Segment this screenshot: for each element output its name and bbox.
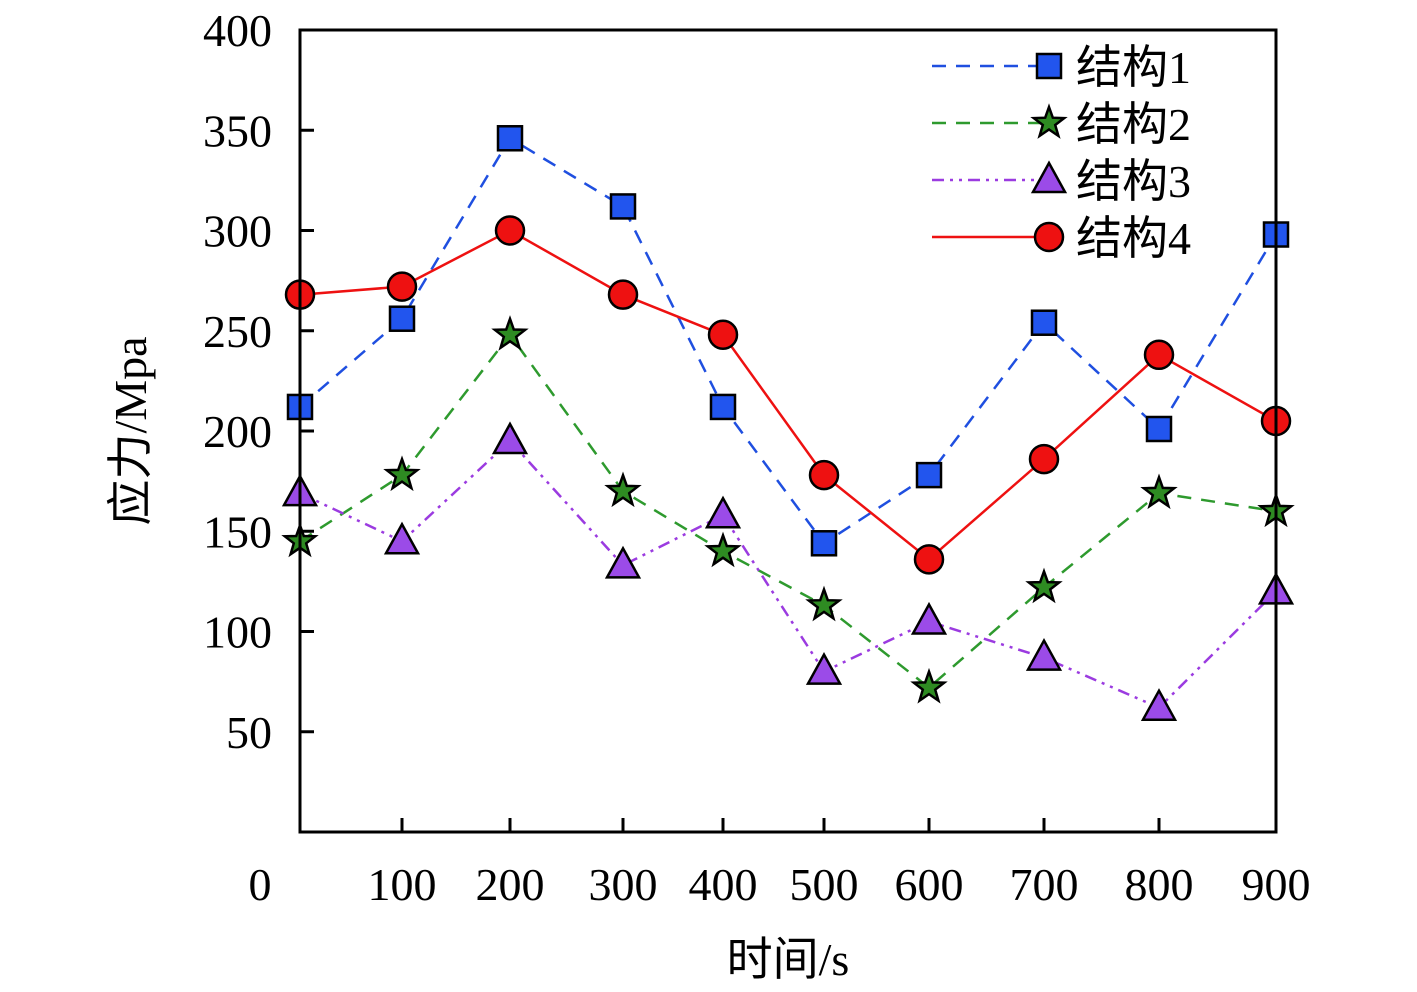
- data-point: [604, 471, 642, 508]
- legend-marker: [1030, 103, 1068, 139]
- data-point: [915, 461, 943, 489]
- data-point: [1145, 415, 1173, 443]
- data-point: [1028, 443, 1060, 475]
- data-point: [1025, 567, 1063, 604]
- ticks-layer: 50 100 150 200 250 300 350 400 0 100 200 300 400 500 6…: [203, 5, 1311, 910]
- data-point: [709, 393, 737, 421]
- series-1: [286, 125, 1290, 557]
- data-point: [607, 279, 639, 310]
- legend-item-1: 结构1: [932, 42, 1191, 93]
- data-point: [704, 531, 742, 568]
- data-point: [383, 455, 421, 492]
- series-3: [281, 421, 1295, 721]
- legend-marker: [1035, 52, 1063, 80]
- legend-marker: [1033, 221, 1065, 253]
- series-line: [299, 332, 1277, 690]
- x-tick-label: 200: [476, 859, 545, 910]
- legend-label: 结构4: [1076, 213, 1191, 264]
- data-point: [808, 459, 840, 491]
- data-point: [805, 585, 843, 622]
- series-layer: [281, 125, 1295, 721]
- x-tick-label: 300: [589, 859, 658, 910]
- data-point: [383, 521, 421, 555]
- data-point: [1030, 309, 1058, 336]
- plot-frame: [298, 28, 1278, 834]
- x-tick-label: 800: [1125, 859, 1194, 910]
- data-point: [910, 667, 948, 704]
- data-point: [609, 193, 637, 220]
- data-point: [491, 421, 529, 455]
- data-point: [604, 545, 642, 579]
- legend-label: 结构2: [1076, 99, 1191, 150]
- x-tick-label: 900: [1242, 859, 1311, 910]
- data-point: [1025, 637, 1063, 671]
- x-axis-title: 时间/s: [727, 934, 850, 985]
- series-2: [281, 315, 1295, 704]
- data-point: [1143, 339, 1175, 371]
- data-point: [386, 271, 418, 302]
- y-tick-label: 150: [203, 506, 272, 557]
- data-point: [496, 125, 524, 152]
- y-axis-title: 应力/Mpa: [105, 336, 156, 525]
- y-tick-label: 350: [203, 105, 272, 156]
- data-point: [805, 652, 843, 685]
- data-point: [910, 601, 948, 635]
- data-point: [491, 315, 529, 351]
- y-tick-label: 100: [203, 607, 272, 658]
- data-point: [707, 319, 739, 351]
- legend-item-3: 结构3: [932, 156, 1191, 207]
- legend-label: 结构3: [1076, 156, 1191, 207]
- legend: 结构1 结构2 结构3 结构4: [932, 42, 1191, 264]
- legend-label: 结构1: [1076, 42, 1191, 93]
- series-4: [284, 215, 1292, 575]
- y-tick-label: 400: [203, 5, 272, 56]
- y-tick-label: 200: [203, 406, 272, 457]
- x-tick-label: 500: [790, 859, 859, 910]
- x-tick-label: 400: [689, 859, 758, 910]
- data-point: [913, 544, 945, 575]
- y-tick-label: 50: [226, 707, 272, 758]
- legend-item-4: 结构4: [932, 213, 1191, 264]
- data-point: [1140, 688, 1178, 721]
- x-tick-label: 0: [249, 859, 272, 910]
- legend-marker: [1030, 160, 1068, 194]
- axes-layer: [298, 28, 1278, 834]
- legend-item-2: 结构2: [932, 99, 1191, 150]
- data-point: [388, 305, 416, 332]
- x-tick-label: 700: [1010, 859, 1079, 910]
- x-tick-label: 100: [368, 859, 437, 910]
- y-tick-label: 300: [203, 206, 272, 257]
- data-point: [1140, 473, 1178, 510]
- data-point: [810, 530, 838, 557]
- x-tick-label: 600: [895, 859, 964, 910]
- series-line: [299, 439, 1277, 710]
- data-point: [494, 215, 526, 246]
- series-line: [299, 229, 1277, 561]
- y-tick-label: 250: [203, 306, 272, 357]
- data-point: [704, 495, 742, 529]
